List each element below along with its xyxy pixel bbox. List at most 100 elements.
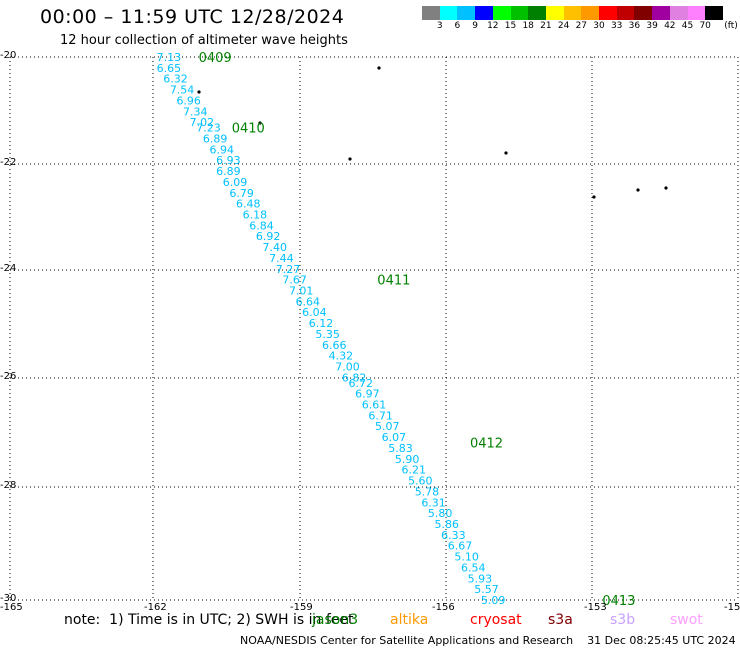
scale-swatch [422, 6, 441, 20]
swh-value: 6.89 [203, 132, 228, 145]
x-tick-label: -162 [144, 602, 167, 613]
scale-swatch [652, 6, 671, 20]
x-tick-label: -154 [724, 602, 740, 613]
grid-lines [9, 56, 739, 601]
footer-note: note: 1) Time is in UTC; 2) SWH is in fe… [64, 612, 354, 628]
swh-value: 7.40 [262, 241, 287, 254]
scale-label: 39 [646, 21, 658, 31]
scale-unit: (ft) [724, 21, 738, 31]
swh-value: 5.60 [408, 475, 433, 488]
scale-label: 27 [575, 21, 588, 31]
y-tick-label: -24 [0, 263, 17, 274]
data-points: 7.136.656.327.546.967.347.027.236.896.94… [157, 51, 506, 607]
scale-label: 21 [540, 21, 552, 31]
scale-label: 18 [522, 21, 534, 31]
scale-label: 24 [557, 21, 570, 31]
swh-value: 7.01 [289, 284, 314, 297]
satellite-jason3: jason3 [312, 612, 359, 628]
scale-swatch [492, 6, 511, 20]
scale-label: 15 [504, 21, 517, 31]
scale-label: 42 [664, 21, 676, 31]
swh-value: 5.90 [395, 453, 420, 466]
swh-value: 7.44 [269, 252, 294, 265]
island-dot [592, 195, 596, 199]
island-dot [504, 151, 508, 155]
time-labels: 0409041004110412041308240823012601270822… [199, 51, 636, 609]
swh-value: 7.00 [335, 361, 360, 374]
plot-background [10, 57, 738, 600]
scale-swatch [545, 6, 565, 20]
satellite-altika: altika [390, 612, 429, 628]
footer-credit: NOAA/NESDIS Center for Satellite Applica… [240, 634, 736, 647]
swh-value: 6.21 [401, 464, 426, 477]
swh-value: 6.31 [421, 496, 446, 509]
scale-swatch [581, 6, 600, 20]
island-dot [348, 157, 352, 161]
swh-value: 6.48 [236, 198, 261, 211]
swh-value: 6.96 [176, 94, 201, 107]
scale-label: 45 [681, 21, 694, 31]
swh-value: 5.35 [315, 328, 340, 341]
chart-title: 00:00 – 11:59 UTC 12/28/2024 [40, 6, 345, 28]
swh-value: 6.94 [210, 143, 235, 156]
swh-value: 6.07 [382, 431, 407, 444]
swh-value: 6.71 [368, 409, 393, 422]
y-tick-label: -22 [0, 157, 17, 168]
swh-value: 6.97 [355, 388, 380, 401]
time-label: 0411 [377, 274, 410, 289]
swh-value: 7.34 [183, 105, 208, 118]
swh-value: 5.83 [388, 442, 413, 455]
time-label: 0412 [470, 437, 503, 452]
swh-value: 7.54 [170, 84, 195, 97]
scale-swatch [634, 6, 653, 20]
swh-value: 6.18 [243, 208, 268, 221]
swh-value: 6.92 [256, 230, 281, 243]
swh-value: 5.93 [468, 572, 493, 585]
swh-value: 6.66 [322, 339, 347, 352]
swh-value: 7.27 [276, 263, 301, 276]
swh-value: 6.04 [302, 306, 327, 319]
swh-value: 6.82 [342, 371, 367, 384]
island-dot [664, 186, 668, 190]
island-dot [258, 121, 262, 125]
scale-label: 3 [436, 21, 443, 31]
scale-swatch [687, 6, 706, 20]
island-dot [636, 188, 640, 192]
scale-swatch [599, 6, 618, 20]
swh-value: 6.32 [163, 73, 188, 86]
swh-value: 5.86 [435, 518, 460, 531]
swh-value: 6.64 [296, 295, 321, 308]
time-label: 0409 [199, 51, 232, 66]
swh-value: 4.32 [329, 350, 354, 363]
swh-value: 7.02 [190, 116, 215, 129]
swh-value: 7.23 [196, 122, 221, 135]
scale-swatch [510, 6, 529, 20]
time-label: 0410 [232, 122, 265, 137]
swh-value: 5.07 [375, 420, 400, 433]
scale-label: 6 [454, 21, 461, 31]
scale-swatch [475, 6, 494, 20]
y-tick-label: -26 [0, 371, 17, 382]
swh-value: 6.79 [229, 187, 254, 200]
scale-label: 30 [593, 21, 605, 31]
swh-value: 5.80 [428, 507, 453, 520]
scale-label: 9 [472, 21, 478, 31]
y-tick-label: -30 [0, 593, 17, 604]
island-markers [197, 66, 668, 199]
swh-value: 5.57 [474, 583, 499, 596]
scale-swatch [528, 6, 547, 20]
swh-value: 6.09 [223, 176, 248, 189]
swh-value: 6.54 [461, 561, 486, 574]
swh-value: 5.09 [481, 594, 506, 607]
satellite-s3a: s3a [548, 612, 573, 628]
scale-swatch [563, 6, 582, 20]
time-label: 0413 [602, 594, 635, 609]
scale-label: 12 [487, 21, 499, 31]
satellite-swot: swot [670, 612, 703, 628]
swh-value: 6.89 [216, 165, 241, 178]
x-tick-label: -165 [0, 602, 23, 613]
swh-value: 5.10 [454, 551, 479, 564]
scale-label: 70 [699, 21, 711, 31]
scale-swatch [457, 6, 476, 20]
